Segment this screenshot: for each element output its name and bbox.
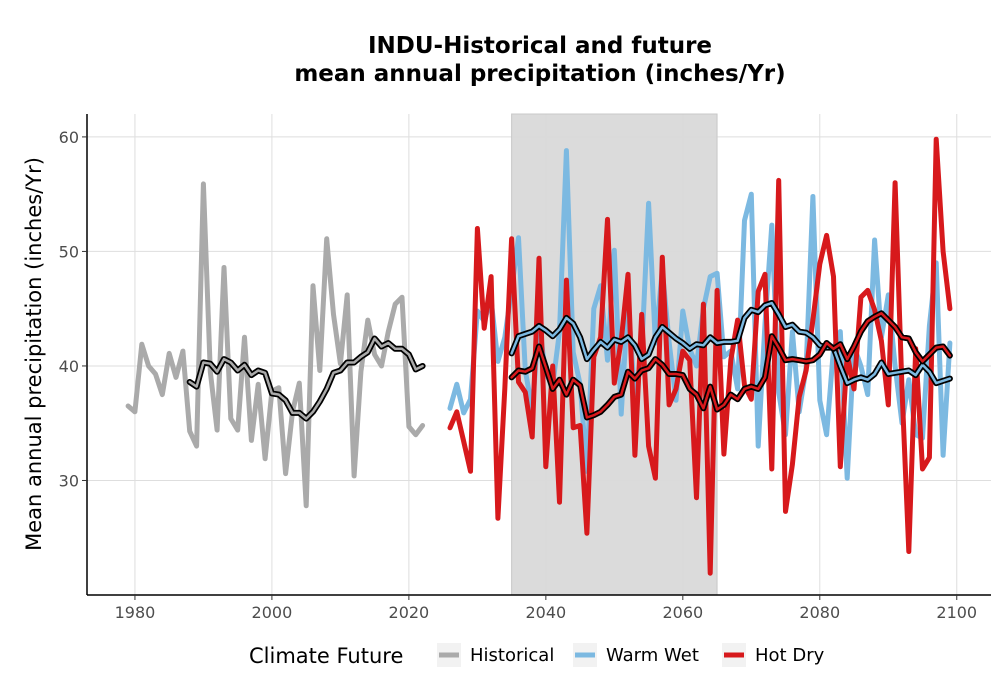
plot-area: 30 40 50 60 1980 2000 2020 2040 2060 2080 2100 (59, 113, 991, 622)
chart-title: INDU-Historical and future (368, 33, 712, 59)
legend-label: Hot Dry (755, 645, 825, 666)
y-tick-label: 40 (59, 357, 79, 376)
mean-line-historical-yr-running-mean- (188, 337, 424, 420)
legend-label: Historical (470, 645, 554, 666)
x-tick-label: 2000 (252, 603, 293, 622)
x-tick-label: 2020 (389, 603, 430, 622)
y-tick-label: 60 (59, 128, 79, 147)
legend-title: Climate Future (249, 644, 403, 668)
x-tick-label: 1980 (115, 603, 156, 622)
mean-line-hot-dry-yr-running-mean- (510, 312, 952, 419)
chart-subtitle: mean annual precipitation (inches/Yr) (294, 61, 785, 87)
x-tick-label: 2100 (936, 603, 977, 622)
legend: Climate Future Historical Warm Wet Hot Dry (249, 643, 825, 668)
mean-line-warm-wet-yr-running-mean- (510, 301, 952, 385)
legend-label: Warm Wet (606, 645, 699, 666)
y-tick-label: 50 (59, 242, 79, 261)
x-tick-label: 2040 (525, 603, 566, 622)
series-line-historical (125, 181, 426, 509)
y-axis-label: Mean annual precipitation (inches/Yr) (22, 157, 46, 551)
x-tick-label: 2060 (662, 603, 703, 622)
y-tick-label: 30 (59, 471, 79, 490)
mean-outline-historical-yr-running-mean- (186, 335, 426, 422)
x-tick-label: 2080 (799, 603, 840, 622)
